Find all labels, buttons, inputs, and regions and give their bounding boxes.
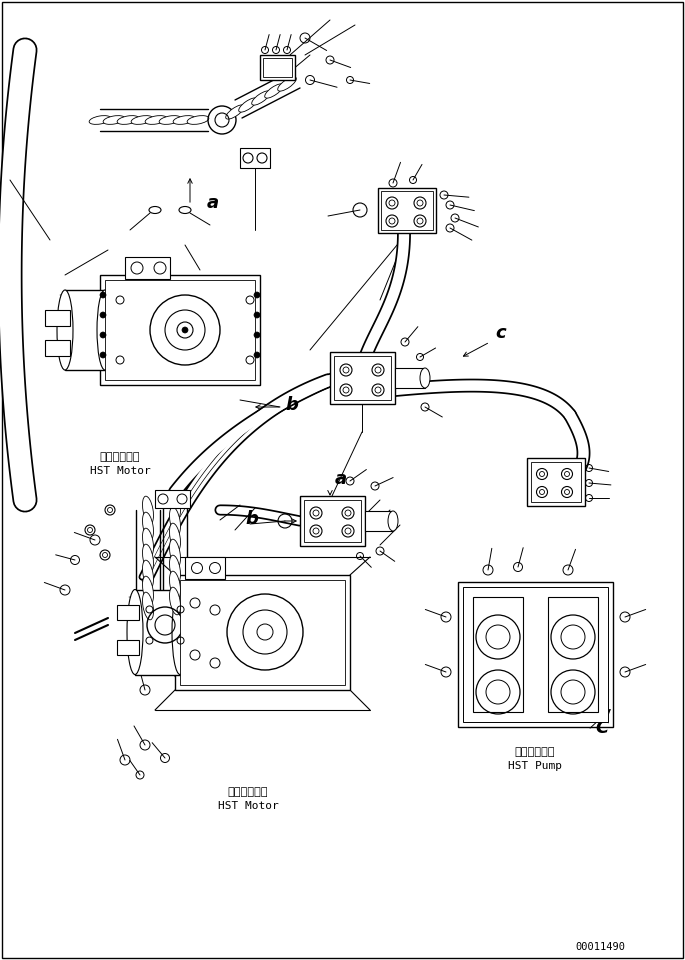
- Ellipse shape: [142, 576, 153, 604]
- Bar: [304, 500, 361, 542]
- Bar: [330, 352, 395, 404]
- Circle shape: [254, 312, 260, 318]
- Bar: [175, 575, 350, 690]
- Bar: [334, 356, 391, 400]
- Bar: [240, 148, 270, 168]
- Bar: [180, 580, 345, 685]
- Ellipse shape: [142, 544, 153, 572]
- Text: c: c: [495, 324, 506, 342]
- Bar: [45, 340, 70, 356]
- Circle shape: [254, 352, 260, 358]
- Ellipse shape: [127, 589, 143, 675]
- Ellipse shape: [388, 511, 398, 531]
- Text: ＨＳＴモータ: ＨＳＴモータ: [100, 452, 140, 462]
- Bar: [117, 605, 139, 620]
- Text: HST Motor: HST Motor: [90, 466, 151, 476]
- Ellipse shape: [173, 115, 195, 125]
- Bar: [531, 462, 581, 502]
- Text: b: b: [285, 396, 298, 414]
- Ellipse shape: [117, 115, 139, 125]
- Circle shape: [254, 292, 260, 298]
- Bar: [548, 597, 598, 712]
- Ellipse shape: [251, 91, 271, 105]
- Bar: [117, 640, 139, 655]
- Text: ＨＳＴポンプ: ＨＳＴポンプ: [514, 747, 556, 757]
- Bar: [395, 368, 425, 388]
- Ellipse shape: [169, 588, 180, 614]
- Text: b: b: [245, 510, 258, 528]
- Bar: [473, 597, 523, 712]
- Ellipse shape: [179, 206, 191, 213]
- Bar: [300, 496, 365, 546]
- Bar: [260, 55, 295, 80]
- Bar: [263, 58, 292, 77]
- Circle shape: [182, 327, 188, 333]
- Bar: [100, 275, 260, 385]
- Bar: [378, 188, 436, 233]
- Ellipse shape: [149, 206, 161, 213]
- Ellipse shape: [159, 115, 181, 125]
- Ellipse shape: [187, 115, 209, 125]
- Ellipse shape: [264, 84, 284, 98]
- Ellipse shape: [169, 540, 180, 566]
- Bar: [185, 557, 225, 579]
- Bar: [527, 458, 585, 506]
- Ellipse shape: [142, 528, 153, 556]
- Ellipse shape: [145, 115, 167, 125]
- Circle shape: [100, 332, 106, 338]
- Ellipse shape: [169, 507, 180, 535]
- Text: ＨＳＴモータ: ＨＳＴモータ: [227, 787, 269, 797]
- Ellipse shape: [142, 513, 153, 540]
- Ellipse shape: [57, 290, 73, 370]
- Bar: [125, 257, 170, 279]
- Ellipse shape: [169, 555, 180, 583]
- Bar: [381, 191, 433, 230]
- Ellipse shape: [172, 589, 188, 675]
- Ellipse shape: [142, 561, 153, 588]
- Bar: [458, 582, 613, 727]
- Ellipse shape: [97, 290, 113, 370]
- Bar: [135, 590, 180, 675]
- Text: HST Motor: HST Motor: [218, 801, 278, 811]
- Bar: [105, 280, 255, 380]
- Bar: [463, 587, 608, 722]
- Circle shape: [100, 352, 106, 358]
- Ellipse shape: [142, 592, 153, 620]
- Ellipse shape: [420, 368, 430, 388]
- Ellipse shape: [169, 492, 180, 518]
- Ellipse shape: [225, 105, 245, 119]
- Bar: [45, 310, 70, 326]
- Ellipse shape: [142, 496, 153, 524]
- Text: HST Pump: HST Pump: [508, 761, 562, 771]
- Ellipse shape: [277, 77, 297, 91]
- Bar: [365, 511, 393, 531]
- Text: 00011490: 00011490: [575, 942, 625, 952]
- Circle shape: [254, 332, 260, 338]
- Ellipse shape: [169, 523, 180, 551]
- Circle shape: [100, 292, 106, 298]
- Ellipse shape: [89, 115, 111, 125]
- Ellipse shape: [169, 571, 180, 599]
- Bar: [155, 490, 190, 508]
- Ellipse shape: [103, 115, 125, 125]
- Text: a: a: [335, 470, 347, 488]
- Ellipse shape: [238, 98, 258, 112]
- Ellipse shape: [131, 115, 153, 125]
- Bar: [65, 290, 105, 370]
- Circle shape: [100, 312, 106, 318]
- Text: C: C: [595, 719, 608, 737]
- Text: a: a: [207, 194, 219, 212]
